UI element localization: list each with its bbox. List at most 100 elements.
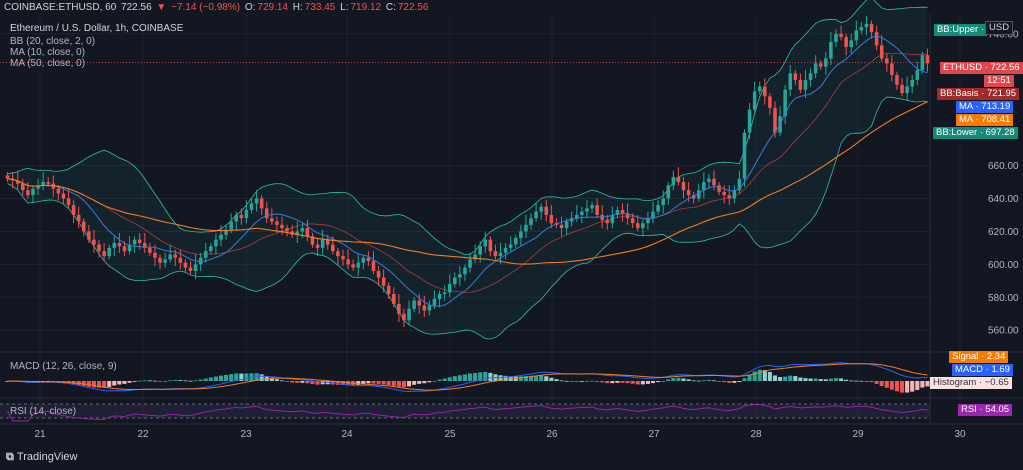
candle-body: [849, 40, 854, 47]
moving-averages: [7, 35, 928, 307]
candle-body: [920, 55, 925, 70]
macd-histogram-bar: [910, 381, 915, 392]
macd-histogram-bar: [554, 379, 559, 381]
y-tick-label: 560.00: [988, 326, 1019, 337]
change-arrow-icon: ▼: [156, 2, 167, 13]
ma50-indicator-label[interactable]: MA (50, close, 0): [10, 58, 86, 69]
candle-body: [488, 239, 493, 252]
macd-indicator-label[interactable]: MACD (12, 26, close, 9): [10, 361, 117, 372]
bb-fill: [7, 0, 928, 340]
candle-body: [757, 86, 762, 92]
macd-histogram-bar: [473, 372, 478, 381]
bb-indicator-label[interactable]: BB (20, close, 2, 0): [10, 36, 96, 47]
macd-histogram-bar: [407, 381, 412, 387]
candle-body: [71, 205, 76, 215]
macd-histogram-bar: [915, 381, 920, 390]
candle-body: [97, 244, 101, 252]
candle-body: [686, 190, 691, 196]
y-tick-label: 600.00: [988, 260, 1019, 271]
candle-body: [417, 300, 421, 306]
macd-histogram-bar: [528, 375, 534, 381]
rsi-indicator-label[interactable]: RSI (14, close): [10, 406, 77, 417]
candle-body: [580, 211, 584, 215]
candle-body: [514, 238, 518, 245]
candle-body: [559, 224, 564, 229]
ma50-line: [7, 101, 928, 265]
candle-body: [320, 239, 325, 248]
macd-histogram-bar: [859, 380, 864, 382]
x-tick-label: 21: [34, 429, 46, 440]
candle-body: [803, 79, 808, 90]
bb-upper-line: [7, 0, 928, 256]
candle-body: [315, 244, 320, 248]
candle-body: [773, 107, 777, 133]
candles: [5, 15, 930, 327]
macd-histogram-bar: [732, 381, 737, 383]
candle-body: [102, 251, 106, 257]
macd-histogram-bar: [91, 381, 96, 388]
x-tick-label: 24: [341, 429, 353, 440]
bollinger-bands: [7, 0, 928, 340]
macd-histogram-bar: [778, 377, 783, 381]
candle-body: [529, 218, 533, 225]
candle-body: [280, 224, 284, 229]
candle-body: [188, 267, 193, 271]
macd-histogram-bar: [173, 380, 178, 381]
candle-body: [544, 206, 549, 215]
macd-histogram-bar: [147, 380, 152, 382]
macd-histogram-bar: [879, 381, 884, 387]
macd-histogram-bar: [386, 381, 391, 386]
price-change: −7.14 (−0.98%): [171, 2, 241, 13]
candle-body: [168, 254, 172, 260]
candle-body: [869, 23, 874, 33]
macd-histogram-bar: [188, 380, 193, 382]
candle-body: [859, 27, 864, 31]
macd-histogram-bar: [152, 380, 157, 382]
candle-body: [254, 198, 259, 204]
rsi-tag: RSI · 54.05: [958, 404, 1013, 416]
candle-body: [15, 180, 20, 184]
macd-histogram-bar: [589, 380, 595, 382]
macd-histogram-bar: [427, 381, 432, 383]
macd-histogram-bar: [727, 381, 732, 383]
candle-body: [26, 190, 30, 196]
candle-body: [590, 205, 594, 209]
currency-tag[interactable]: USD: [985, 21, 1014, 35]
candle-body: [76, 214, 81, 222]
candle-body: [763, 86, 767, 97]
candle-body: [879, 45, 884, 59]
candle-body: [5, 175, 10, 179]
macd-histogram-bar: [498, 375, 503, 381]
symbol-name[interactable]: COINBASE:ETHUSD, 60: [4, 2, 117, 13]
macd-histogram-bar: [447, 377, 452, 381]
candle-body: [214, 239, 218, 247]
candle-body: [788, 73, 793, 90]
candle-body: [910, 79, 914, 87]
candle-body: [696, 190, 701, 199]
tradingview-logo[interactable]: ⧉ TradingView: [6, 451, 78, 463]
macd-histogram-bar: [625, 381, 630, 384]
candle-body: [635, 223, 640, 229]
candle-body: [473, 254, 477, 260]
candle-body: [874, 32, 879, 46]
ma10-indicator-label[interactable]: MA (10, close, 0): [10, 47, 86, 58]
macd-histogram-bar: [523, 376, 528, 381]
macd-histogram-bar: [340, 381, 346, 386]
macd-histogram-bar: [889, 381, 894, 390]
candle-body: [890, 63, 894, 75]
candle-body: [407, 308, 411, 321]
candle-body: [661, 198, 665, 206]
candle-body: [569, 218, 574, 222]
candle-body: [493, 251, 498, 257]
macd-histogram-bar: [198, 379, 203, 381]
candle-body: [61, 193, 66, 199]
candle-body: [127, 244, 132, 252]
macd-histogram-bar: [488, 372, 493, 381]
macd-histogram-bar: [208, 377, 213, 381]
signal-tag: Signal · 2.34: [949, 351, 1009, 363]
macd-signal-line: [7, 363, 928, 391]
histogram-tag: Histogram · −0.65: [930, 377, 1012, 389]
candle-body: [885, 58, 889, 64]
macd-histogram-bar: [96, 381, 102, 388]
